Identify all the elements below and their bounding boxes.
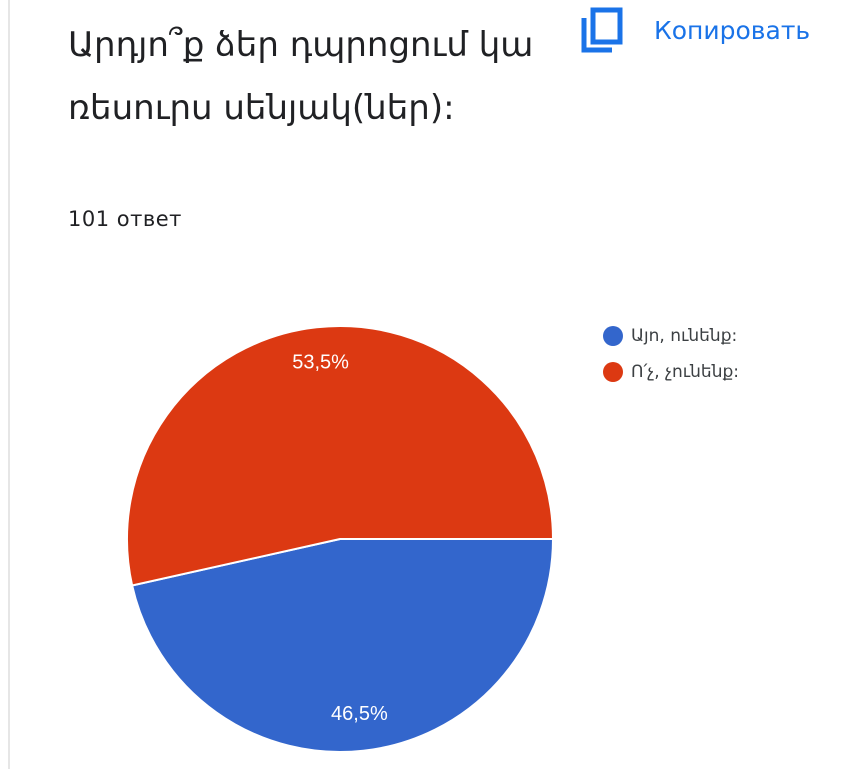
legend-item-2[interactable]: Ո՛չ, չունենք: [603, 354, 739, 390]
chart-legend: Այո, ունենք: Ո՛չ, չունենք: [603, 318, 739, 390]
slice-label-1: 46,5% [331, 703, 388, 725]
legend-swatch [603, 362, 623, 382]
legend-swatch [603, 326, 623, 346]
legend-item-1[interactable]: Այո, ունենք: [603, 318, 739, 354]
legend-label: Այո, ունենք: [631, 326, 737, 346]
legend-label: Ո՛չ, չունենք: [631, 362, 739, 382]
slice-label-2: 53,5% [292, 352, 349, 374]
